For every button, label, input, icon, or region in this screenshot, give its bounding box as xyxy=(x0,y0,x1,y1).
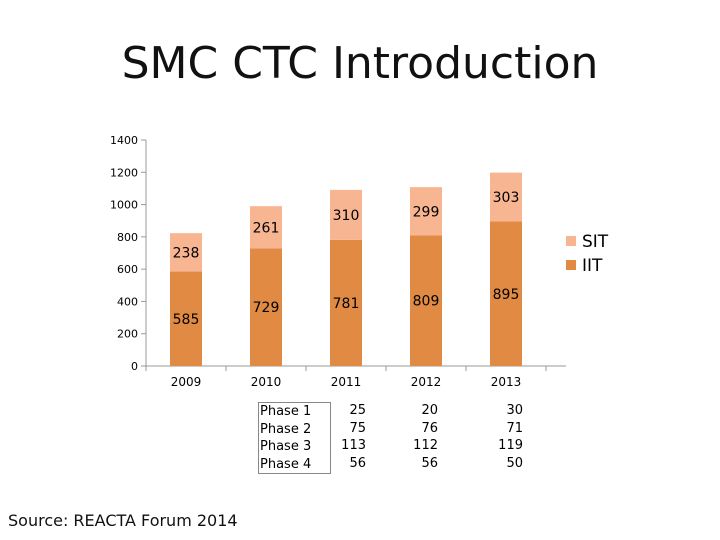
phase-row-label: Phase 4 xyxy=(260,456,312,472)
bar-iit-2012 xyxy=(410,235,442,366)
labels-layer: 585 238 2009 729 261 2010 781 310 2011 809 299 2012… xyxy=(171,190,522,389)
source-note: Source: REACTA Forum 2014 xyxy=(8,511,238,530)
phase-row-label: Phase 1 xyxy=(260,404,312,419)
bar-sit-2012 xyxy=(410,187,442,236)
y-tick-label: 800 xyxy=(117,231,138,244)
y-tick-label: 200 xyxy=(117,328,138,341)
page-title: SMC CTC Introduction xyxy=(121,38,599,89)
category-label-2012: 2012 xyxy=(411,375,442,389)
data-label-sit-2010: 261 xyxy=(253,220,280,236)
data-label-iit-2013: 895 xyxy=(493,287,520,303)
data-label-sit-2011: 310 xyxy=(333,208,360,224)
data-label-sit-2013: 303 xyxy=(493,190,520,206)
legend-swatch-sit xyxy=(566,236,576,246)
y-tick-label: 400 xyxy=(117,295,138,308)
phase-cell: 25 xyxy=(349,403,366,418)
phase-cell: 76 xyxy=(421,420,438,436)
bar-iit-2011 xyxy=(330,239,362,366)
legend-swatch-iit xyxy=(566,260,576,270)
phase-cell: 20 xyxy=(421,403,438,418)
bar-sit-2010 xyxy=(250,206,282,249)
y-tick-label: 1000 xyxy=(110,199,138,212)
phase-column-2013: 30 71 119 50 xyxy=(483,402,523,472)
phase-cell: 119 xyxy=(498,438,523,453)
bar-iit-2013 xyxy=(490,221,522,366)
phase-column-2012: 20 76 112 56 xyxy=(398,402,438,472)
bar-sit-2013 xyxy=(490,172,522,222)
phase-cell: 71 xyxy=(506,420,523,436)
phase-cell: 113 xyxy=(341,438,366,453)
phase-cell: 50 xyxy=(506,455,523,471)
bar-sit-2009 xyxy=(170,233,202,272)
bar-sit-2011 xyxy=(330,189,362,240)
data-label-sit-2009: 238 xyxy=(173,245,200,261)
category-label-2009: 2009 xyxy=(171,375,202,389)
phase-cell: 56 xyxy=(421,455,438,471)
phase-cell: 75 xyxy=(349,420,366,436)
bar-iit-2010 xyxy=(250,248,282,366)
y-tick-label: 1200 xyxy=(110,166,138,179)
phase-cell: 56 xyxy=(349,455,366,471)
data-label-sit-2012: 299 xyxy=(413,204,440,220)
y-tick-label: 600 xyxy=(117,263,138,276)
stacked-bar-chart: 0 200 400 600 800 1000 1200 1400 585 238 2009 729 2… xyxy=(110,134,609,389)
category-label-2010: 2010 xyxy=(251,375,282,389)
phase-row-label: Phase 3 xyxy=(260,439,312,454)
category-label-2011: 2011 xyxy=(331,375,362,389)
category-label-2013: 2013 xyxy=(491,375,522,389)
legend: SIT IIT xyxy=(566,232,609,276)
phase-cell: 30 xyxy=(506,403,523,418)
phase-column-2011: 25 75 113 56 xyxy=(326,402,366,472)
data-label-iit-2011: 781 xyxy=(333,296,360,312)
legend-label-iit: IIT xyxy=(582,256,603,276)
y-tick-label: 1400 xyxy=(110,134,138,147)
phase-row-labels: Phase 1 Phase 2 Phase 3 Phase 4 xyxy=(258,402,331,474)
bars-layer xyxy=(170,172,522,366)
data-label-iit-2010: 729 xyxy=(253,300,280,316)
data-label-iit-2012: 809 xyxy=(413,294,440,310)
bar-iit-2009 xyxy=(170,271,202,366)
data-label-iit-2009: 585 xyxy=(173,312,200,328)
y-tick-label: 0 xyxy=(131,360,138,373)
phase-row-label: Phase 2 xyxy=(260,421,312,437)
phase-cell: 112 xyxy=(413,438,438,453)
legend-label-sit: SIT xyxy=(582,232,609,252)
